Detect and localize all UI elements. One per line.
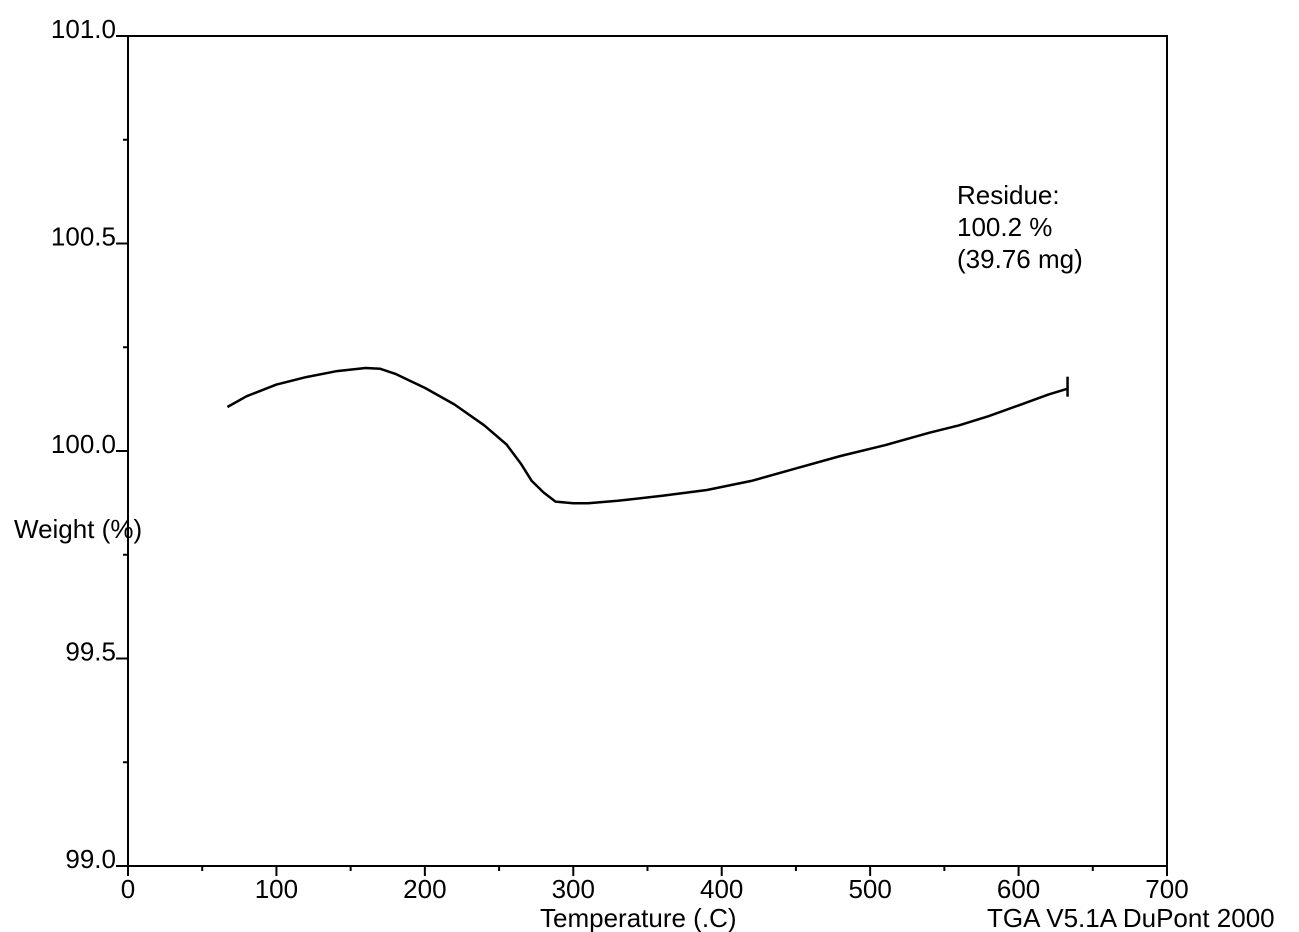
- y-tick-label: 100.0: [51, 429, 116, 459]
- annotation-line-1: Residue:: [957, 180, 1060, 210]
- residue-annotation: Residue: 100.2 % (39.76 mg): [957, 180, 1083, 274]
- plot-frame: [127, 35, 1168, 867]
- y-axis-label: Weight (%): [14, 514, 142, 544]
- y-tick-label: 99.0: [65, 844, 116, 874]
- y-tick-label: 100.5: [51, 222, 116, 252]
- x-tick-label: 200: [403, 874, 446, 904]
- weight-curve: [226, 366, 1068, 505]
- x-tick-label: 100: [255, 874, 298, 904]
- instrument-footer: TGA V5.1A DuPont 2000: [987, 903, 1275, 932]
- x-tick-label: 500: [848, 874, 891, 904]
- x-tick-label: 600: [997, 874, 1040, 904]
- series-layer: [226, 366, 1069, 505]
- y-axis-ticks: 99.0 99.5 100.0 100.5 101.0: [51, 14, 128, 874]
- x-tick-label: 300: [552, 874, 595, 904]
- annotation-line-2: 100.2 %: [957, 212, 1052, 242]
- annotation-line-3: (39.76 mg): [957, 244, 1083, 274]
- x-tick-label: 0: [121, 874, 135, 904]
- x-tick-label: 400: [700, 874, 743, 904]
- x-axis-ticks: 0 100 200 300 400 500 600 700: [121, 866, 1189, 904]
- y-tick-label: 99.5: [65, 637, 116, 667]
- x-tick-label: 700: [1145, 874, 1188, 904]
- x-axis-label: Temperature (.C): [540, 903, 737, 932]
- y-tick-label: 101.0: [51, 14, 116, 44]
